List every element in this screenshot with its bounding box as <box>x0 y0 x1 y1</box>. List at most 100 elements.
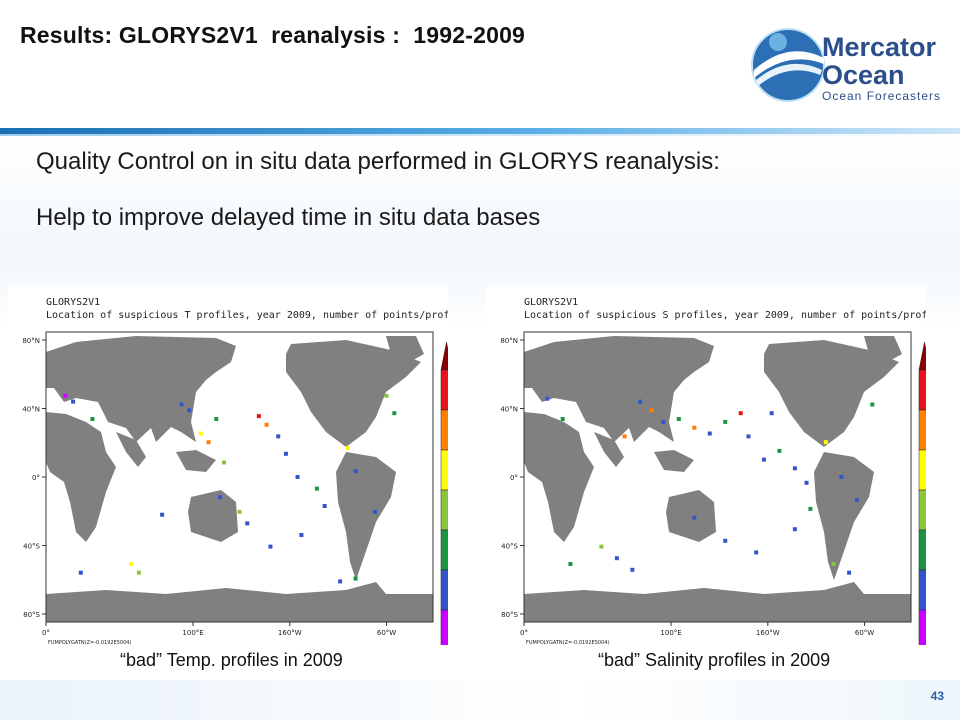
lat-tick-label: 40°N <box>22 406 40 414</box>
profile-marker <box>353 576 358 581</box>
temperature-map-panel: GLORYS2V1 Location of suspicious T profil… <box>8 285 448 645</box>
profile-marker <box>90 417 95 421</box>
colorbar-segment <box>440 529 448 571</box>
profile-marker <box>792 527 797 532</box>
profile-marker <box>769 411 774 416</box>
profile-marker <box>761 457 766 462</box>
profile-marker <box>692 515 697 520</box>
colorbar-segment <box>918 569 926 611</box>
land-polygon <box>524 582 911 622</box>
profile-marker <box>218 495 223 500</box>
lat-tick-label: 40°N <box>500 406 518 414</box>
land-polygon <box>864 336 902 364</box>
lat-tick-label: 80°S <box>501 611 518 619</box>
lon-tick-label: 160°W <box>278 629 302 637</box>
salinity-profiles-map: GLORYS2V1 Location of suspicious S profil… <box>500 297 926 645</box>
profile-marker <box>299 533 304 537</box>
profile-marker <box>214 417 219 421</box>
profile-marker <box>568 562 573 566</box>
profile-marker <box>599 544 604 549</box>
profile-marker <box>222 460 227 465</box>
profile-marker <box>187 408 192 413</box>
profile-marker <box>804 480 809 485</box>
lon-tick-label: 160°W <box>756 629 780 637</box>
profile-marker <box>777 448 782 453</box>
map-footer-text: FUMPOLYGATN(Z=-0.0192E5004) <box>526 640 609 645</box>
profile-marker <box>353 469 358 474</box>
logo-name-line1: Mercator <box>822 32 937 62</box>
profile-marker <box>746 434 751 439</box>
footer-band <box>0 680 960 720</box>
profile-marker <box>560 417 565 421</box>
land-polygon <box>814 452 874 580</box>
map-header-model: GLORYS2V1 <box>46 297 100 308</box>
profile-marker <box>854 498 859 503</box>
profile-marker <box>692 425 697 430</box>
profile-marker <box>206 440 211 445</box>
profile-marker <box>630 567 635 572</box>
page-number: 43 <box>930 689 944 703</box>
lat-tick-label: 80°S <box>23 611 40 619</box>
salinity-map-panel: GLORYS2V1 Location of suspicious S profil… <box>486 285 926 645</box>
land-polygon <box>764 340 899 447</box>
salinity-map-caption: “bad” Salinity profiles in 2009 <box>598 650 831 670</box>
profile-marker <box>839 475 844 479</box>
profile-marker <box>754 550 759 555</box>
land-polygon <box>524 412 594 542</box>
profile-marker <box>276 434 281 439</box>
colorbar-segment <box>918 369 926 411</box>
lat-tick-label: 0° <box>32 474 40 482</box>
logo-name-line2: Ocean <box>822 60 905 90</box>
profile-marker <box>649 408 654 413</box>
land-polygon <box>46 412 116 542</box>
profile-marker <box>622 434 627 439</box>
colorbar-segment <box>440 569 448 611</box>
colorbar: 10543210 <box>918 341 926 645</box>
profile-marker <box>372 509 377 514</box>
profile-marker <box>870 402 875 407</box>
land-polygon <box>524 336 714 442</box>
land-polygon <box>46 336 236 442</box>
slide-title: Results: GLORYS2V1 reanalysis : 1992-200… <box>20 22 526 48</box>
colorbar-segment <box>918 409 926 451</box>
profile-marker <box>245 521 250 526</box>
land-polygon <box>666 490 716 542</box>
profile-marker <box>661 419 666 424</box>
land-polygon <box>336 452 396 580</box>
profile-marker <box>738 411 743 416</box>
land-polygon <box>188 490 238 542</box>
profile-marker <box>322 504 327 508</box>
colorbar-cap <box>918 341 926 371</box>
lat-tick-label: 80°N <box>500 337 518 345</box>
land-polygon <box>176 450 216 472</box>
lat-tick-label: 80°N <box>22 337 40 345</box>
land-polygon <box>46 582 433 622</box>
profile-marker <box>707 431 712 436</box>
profile-marker <box>71 399 76 404</box>
colorbar-segment <box>440 409 448 451</box>
profile-marker <box>78 570 83 575</box>
colorbar-segment <box>918 609 926 645</box>
lon-tick-label: 100°E <box>182 629 203 637</box>
profile-marker <box>847 570 852 575</box>
colorbar-segment <box>918 489 926 531</box>
body-line-2: Help to improve delayed time in situ dat… <box>36 204 541 231</box>
map-header-description: Location of suspicious T profiles, year … <box>46 310 448 321</box>
profile-marker <box>268 544 273 549</box>
land-polygon <box>594 432 624 467</box>
colorbar: 10543210 <box>440 341 448 645</box>
profile-marker <box>723 419 728 424</box>
profile-marker <box>676 417 681 421</box>
land-polygon <box>386 336 424 364</box>
land-polygon <box>286 340 421 447</box>
body-line-1: Quality Control on in situ data performe… <box>36 148 720 175</box>
colorbar-segment <box>918 449 926 491</box>
profile-marker <box>264 422 269 427</box>
profile-marker <box>338 579 343 584</box>
title-divider-highlight <box>0 134 960 136</box>
profile-marker <box>63 393 68 398</box>
temperature-map-caption: “bad” Temp. profiles in 2009 <box>120 650 343 670</box>
profile-marker <box>237 509 242 514</box>
profile-marker <box>314 486 319 491</box>
logo-tagline: Ocean Forecasters <box>822 89 942 103</box>
